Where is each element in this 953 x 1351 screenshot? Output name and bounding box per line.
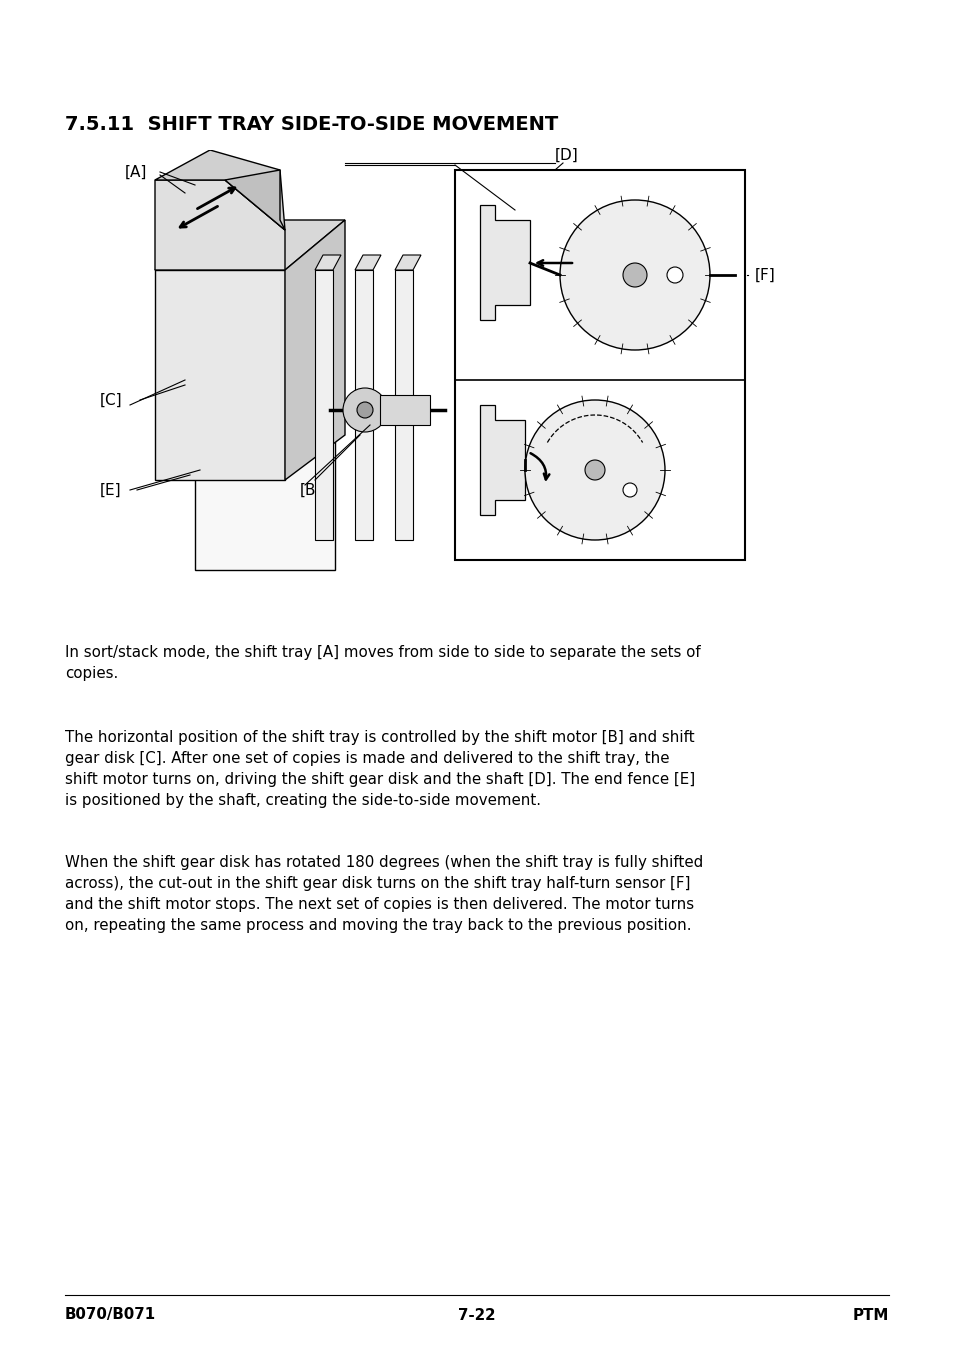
Polygon shape xyxy=(154,180,285,270)
Polygon shape xyxy=(194,250,335,570)
Text: [C]: [C] xyxy=(100,393,123,408)
Polygon shape xyxy=(479,205,530,320)
Text: 7.5.11  SHIFT TRAY SIDE-TO-SIDE MOVEMENT: 7.5.11 SHIFT TRAY SIDE-TO-SIDE MOVEMENT xyxy=(65,115,558,135)
Circle shape xyxy=(559,200,709,350)
Text: When the shift gear disk has rotated 180 degrees (when the shift tray is fully s: When the shift gear disk has rotated 180… xyxy=(65,855,702,934)
Bar xyxy=(455,170,744,561)
Circle shape xyxy=(524,400,664,540)
Polygon shape xyxy=(395,255,420,270)
Text: 7-22: 7-22 xyxy=(457,1308,496,1323)
Text: [B]: [B] xyxy=(299,482,322,497)
Text: In sort/stack mode, the shift tray [A] moves from side to side to separate the s: In sort/stack mode, the shift tray [A] m… xyxy=(65,644,700,681)
Text: The horizontal position of the shift tray is controlled by the shift motor [B] a: The horizontal position of the shift tra… xyxy=(65,730,695,808)
Circle shape xyxy=(356,403,373,417)
Text: [A]: [A] xyxy=(125,165,147,180)
Polygon shape xyxy=(395,270,413,540)
Text: [E]: [E] xyxy=(100,482,121,497)
Circle shape xyxy=(666,267,682,282)
Text: [D]: [D] xyxy=(555,147,578,162)
Text: PTM: PTM xyxy=(852,1308,888,1323)
Polygon shape xyxy=(154,220,345,270)
Polygon shape xyxy=(225,170,285,230)
Circle shape xyxy=(584,459,604,480)
Circle shape xyxy=(622,263,646,286)
Polygon shape xyxy=(479,405,524,515)
Polygon shape xyxy=(355,255,380,270)
Polygon shape xyxy=(285,220,345,480)
Text: [F]: [F] xyxy=(754,267,775,282)
Text: B070/B071: B070/B071 xyxy=(65,1308,156,1323)
Circle shape xyxy=(343,388,387,432)
Polygon shape xyxy=(355,270,373,540)
Polygon shape xyxy=(154,270,285,480)
Circle shape xyxy=(622,484,637,497)
Polygon shape xyxy=(314,255,340,270)
Polygon shape xyxy=(154,150,285,230)
Bar xyxy=(379,394,430,426)
Polygon shape xyxy=(314,270,333,540)
